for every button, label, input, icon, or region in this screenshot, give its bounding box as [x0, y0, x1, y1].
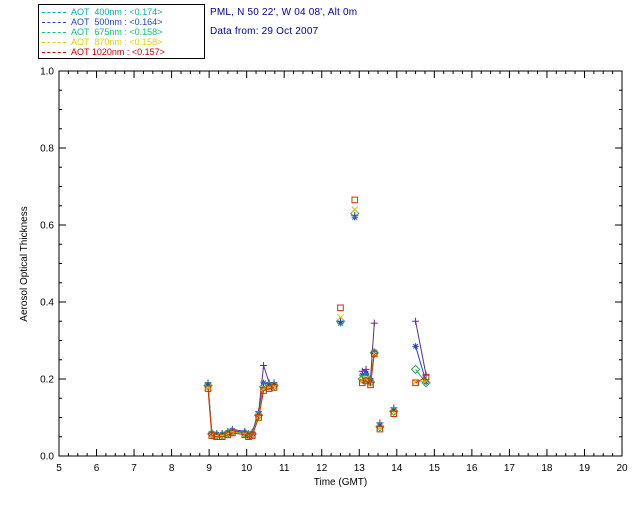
- data-point-870nm: [422, 377, 430, 385]
- y-tick-label: 0.8: [40, 144, 54, 155]
- x-tick-label: 20: [616, 463, 628, 474]
- y-tick-label: 0.6: [40, 221, 54, 232]
- legend-entry-400nm: AOT 400nm : <0.174>: [42, 7, 204, 17]
- series-870nm: [204, 206, 430, 440]
- legend-label-675nm: AOT 675nm : <0.158>: [71, 27, 163, 37]
- data-point-1020nm: [208, 432, 216, 439]
- legend-entry-1020nm: AOT 1020nm : <0.157>: [42, 47, 204, 57]
- x-tick-label: 17: [504, 463, 516, 474]
- series-675nm: [203, 208, 431, 440]
- data-point-1020nm: [248, 432, 256, 439]
- y-tick-label: 0.4: [40, 298, 54, 309]
- y-axis-label: Aerosol Optical Thickness: [19, 206, 30, 322]
- data-point-400nm: [260, 362, 268, 370]
- x-tick-label: 11: [279, 463, 290, 474]
- data-point-500nm: [371, 348, 378, 356]
- data-point-1020nm: [218, 433, 226, 441]
- data-point-1020nm: [265, 385, 273, 392]
- legend-line-swatch-400nm: [42, 11, 66, 13]
- data-point-400nm: [412, 317, 420, 325]
- data-point-1020nm: [260, 387, 267, 394]
- series-line-1020nm: [415, 376, 427, 384]
- x-tick-label: 18: [541, 463, 553, 474]
- data-point-870nm: [337, 314, 344, 321]
- y-tick-labels: 0.0 0.2 0.4 0.6 0.8 1.0: [40, 67, 54, 463]
- legend-label-400nm: AOT 400nm : <0.174>: [71, 7, 163, 17]
- x-tick-label: 14: [391, 463, 403, 474]
- legend-entry-500nm: AOT 500nm : <0.164>: [42, 17, 204, 27]
- data-point-675nm: [410, 364, 421, 375]
- legend-line-swatch-500nm: [42, 21, 66, 23]
- x-tick-label: 5: [56, 463, 62, 474]
- data-point-1020nm: [367, 381, 374, 389]
- y-tick-label: 0.0: [40, 452, 54, 463]
- data-point-500nm: [204, 381, 212, 388]
- series-line-870nm: [207, 386, 275, 437]
- legend-line-swatch-675nm: [42, 31, 66, 33]
- x-tick-label: 19: [579, 463, 591, 474]
- data-point-1020nm: [390, 410, 398, 417]
- legend-label-870nm: AOT 870nm : <0.158>: [71, 37, 163, 47]
- data-point-870nm: [358, 377, 366, 385]
- data-point-1020nm: [370, 350, 378, 358]
- axes-frame: [58, 70, 623, 457]
- data-point-1020nm: [412, 379, 419, 387]
- x-tick-label: 10: [241, 463, 253, 474]
- x-tick-label: 7: [131, 463, 137, 474]
- data-point-500nm: [337, 319, 344, 327]
- legend-box: AOT 400nm : <0.174> AOT 500nm : <0.164> AO…: [38, 4, 205, 59]
- x-tick-label: 15: [429, 463, 441, 474]
- data-point-1020nm: [422, 373, 430, 381]
- data-point-500nm: [390, 406, 397, 413]
- station-header: PML, N 50 22', W 04 08', Alt 0m: [210, 7, 358, 18]
- data-point-870nm: [351, 206, 359, 213]
- data-point-500nm: [412, 343, 419, 350]
- data-point-1020nm: [376, 425, 384, 433]
- x-tick-label: 12: [316, 463, 328, 474]
- data-point-1020nm: [270, 384, 278, 391]
- data-point-500nm: [265, 381, 273, 388]
- data-point-870nm: [260, 385, 267, 392]
- y-tick-label: 0.2: [40, 375, 54, 386]
- legend-line-swatch-1020nm: [42, 51, 66, 53]
- x-tick-label: 16: [466, 463, 478, 474]
- legend-entry-870nm: AOT 870nm : <0.158>: [42, 37, 204, 47]
- data-point-1020nm: [204, 385, 212, 392]
- series-line-400nm: [415, 321, 427, 376]
- data-point-400nm: [370, 319, 378, 327]
- series-line-675nm: [207, 385, 275, 436]
- data-point-1020nm: [255, 414, 262, 421]
- legend-entry-675nm: AOT 675nm : <0.158>: [42, 27, 204, 37]
- x-axis-label: Time (GMT): [313, 477, 368, 488]
- legend-line-swatch-870nm: [42, 41, 66, 43]
- data-point-1020nm: [351, 196, 359, 204]
- data-point-1020nm: [337, 304, 344, 312]
- legend-label-500nm: AOT 500nm : <0.164>: [71, 17, 163, 27]
- series-line-1020nm: [207, 387, 275, 438]
- data-point-1020nm: [362, 377, 370, 385]
- x-tick-labels: 5 6 7 8 9 10 11 12 13 14 15 16 17 18 19 20: [56, 463, 628, 474]
- data-point-1020nm: [224, 431, 232, 439]
- series-400nm: [204, 211, 430, 438]
- x-tick-label: 9: [206, 463, 212, 474]
- data-point-1020nm: [229, 429, 236, 437]
- date-header: Data from: 29 Oct 2007: [210, 26, 319, 37]
- x-tick-label: 6: [94, 463, 100, 474]
- legend-label-1020nm: AOT 1020nm : <0.157>: [71, 47, 165, 57]
- series-line-500nm: [415, 346, 427, 383]
- y-tick-label: 1.0: [40, 67, 54, 78]
- series-500nm: [204, 214, 430, 438]
- data-point-1020nm: [241, 431, 249, 439]
- series-line-1020nm: [362, 353, 375, 386]
- x-tick-label: 13: [354, 463, 366, 474]
- series-1020nm: [204, 196, 430, 441]
- data-point-500nm: [376, 422, 384, 429]
- series-line-400nm: [207, 365, 275, 435]
- x-tick-label: 8: [169, 463, 175, 474]
